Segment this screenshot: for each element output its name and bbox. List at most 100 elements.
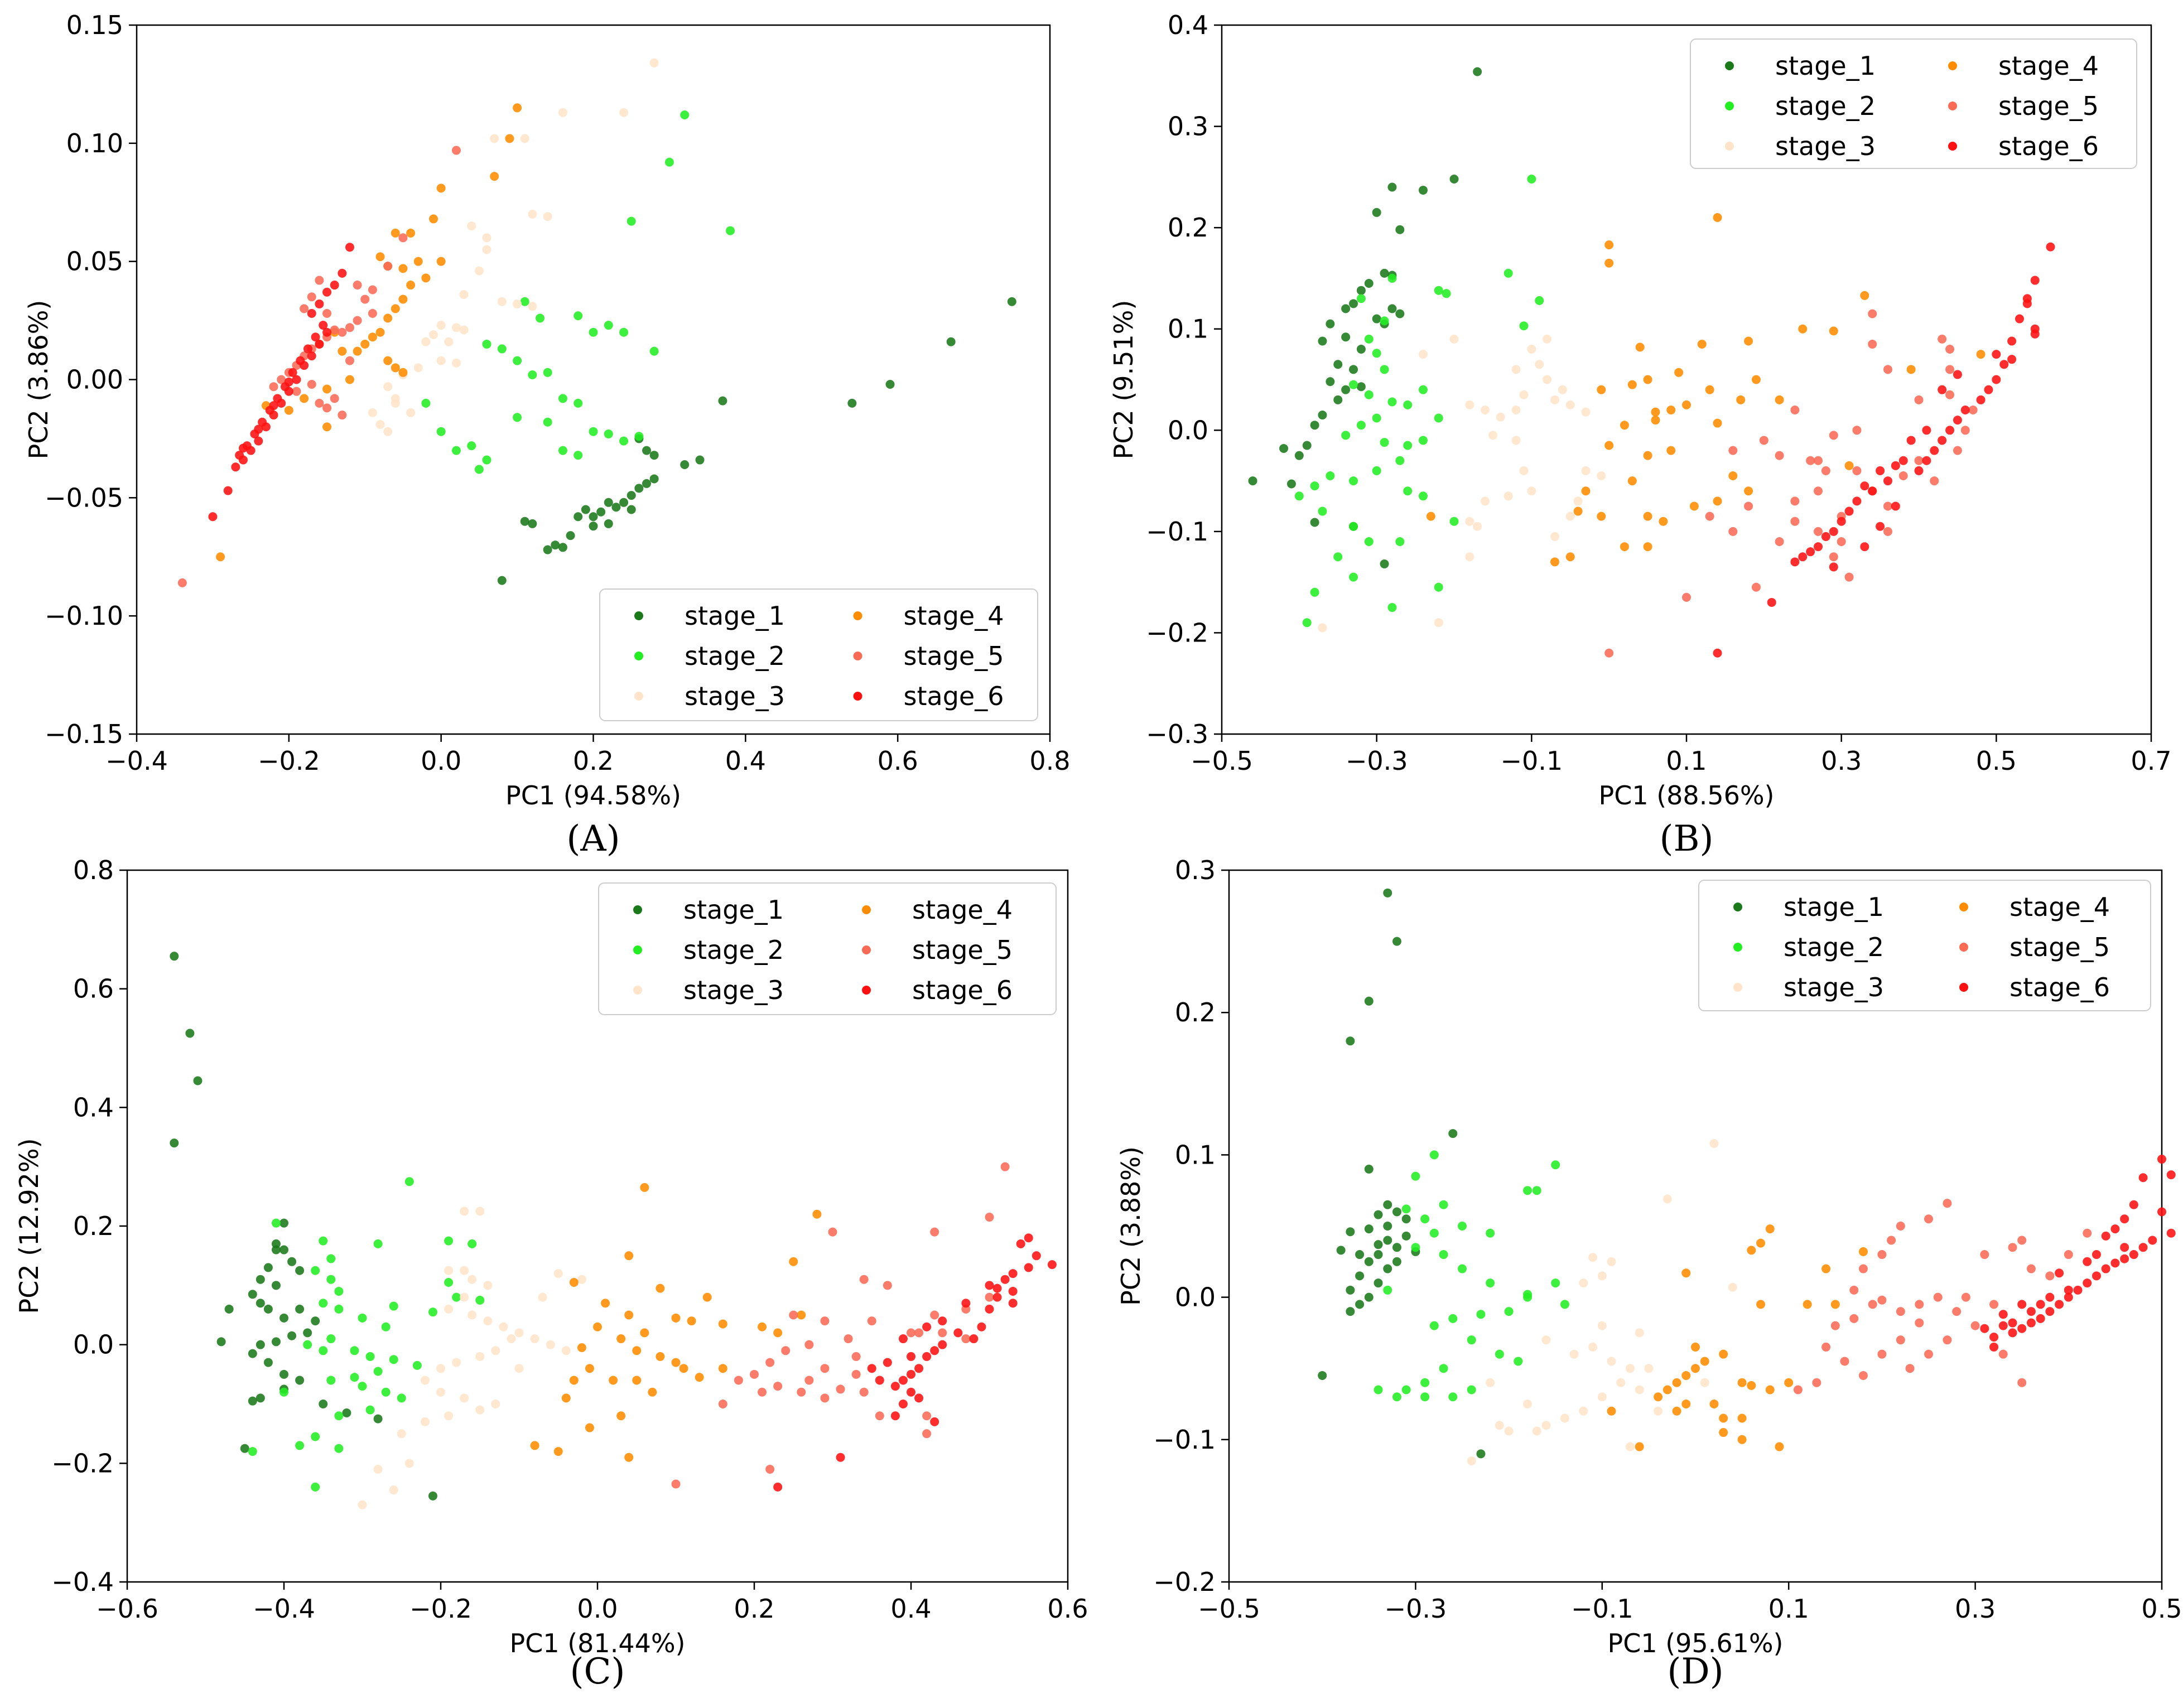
- data-point: [1558, 385, 1567, 394]
- data-point: [254, 436, 263, 446]
- data-point: [1868, 486, 1877, 496]
- data-point: [334, 1411, 344, 1421]
- data-point: [1898, 456, 1908, 465]
- data-point: [238, 443, 248, 453]
- data-point: [1793, 1385, 1803, 1395]
- data-point: [279, 1387, 288, 1397]
- data-point: [256, 1299, 265, 1308]
- x-axis-label: PC1 (81.44%): [509, 1628, 685, 1658]
- data-point: [1467, 1456, 1476, 1466]
- data-point: [1765, 1224, 1775, 1234]
- data-point: [1364, 1224, 1374, 1234]
- data-point: [593, 1322, 602, 1331]
- data-point: [898, 1400, 908, 1408]
- data-point: [1511, 436, 1521, 445]
- data-point: [436, 184, 446, 193]
- data-point: [1814, 456, 1823, 465]
- data-point: [2017, 1236, 2027, 1245]
- data-point: [467, 221, 476, 231]
- data-point: [2030, 329, 2040, 339]
- data-point: [1467, 1385, 1476, 1395]
- data-point: [389, 1301, 398, 1311]
- data-point: [1705, 512, 1714, 521]
- data-point: [528, 370, 537, 380]
- data-point: [1989, 1342, 1999, 1352]
- data-point: [1830, 1300, 1840, 1309]
- data-point: [1691, 1342, 1700, 1352]
- data-point: [319, 1236, 328, 1246]
- data-point: [520, 297, 529, 306]
- data-point: [589, 327, 598, 337]
- y-axis-label: PC2 (3.86%): [23, 300, 54, 460]
- data-point: [1930, 446, 1939, 455]
- data-point: [277, 375, 286, 384]
- data-point: [2073, 1285, 2083, 1295]
- legend-item-stage-2: stage_2: [633, 935, 784, 965]
- data-point: [543, 417, 552, 427]
- x-tick-label: 0.1: [1666, 746, 1707, 776]
- data-point: [1579, 1406, 1588, 1416]
- data-point: [1356, 421, 1366, 430]
- data-point: [1411, 1171, 1420, 1181]
- data-point: [1790, 557, 1800, 567]
- legend-label: stage_4: [912, 895, 1013, 925]
- data-point: [1403, 400, 1413, 409]
- data-point: [1814, 486, 1823, 496]
- data-point: [1336, 1246, 1346, 1255]
- data-point: [1713, 496, 1722, 506]
- legend-label: stage_3: [1784, 972, 1884, 1002]
- data-point: [338, 268, 347, 278]
- legend-item-stage-1: stage_1: [634, 601, 785, 631]
- data-point: [718, 1319, 727, 1329]
- data-point: [1852, 426, 1862, 435]
- data-point: [907, 1387, 915, 1397]
- data-point: [248, 1290, 257, 1299]
- data-point: [930, 1346, 939, 1355]
- data-point: [1380, 365, 1389, 374]
- data-point: [1992, 375, 2001, 384]
- data-point: [604, 321, 613, 330]
- data-point: [284, 406, 293, 415]
- data-point: [279, 1245, 288, 1255]
- data-point: [2045, 1307, 2055, 1316]
- data-point: [334, 1304, 344, 1314]
- series-stage-5: [1604, 309, 1978, 658]
- data-point: [1016, 1239, 1025, 1248]
- data-point: [1476, 1310, 1486, 1319]
- data-point: [624, 1251, 634, 1261]
- data-point: [1840, 1357, 1849, 1366]
- data-point: [452, 1358, 461, 1367]
- data-point: [491, 1346, 500, 1355]
- data-point: [1998, 1321, 2008, 1330]
- data-point: [520, 134, 529, 143]
- data-point: [1691, 1364, 1700, 1373]
- data-point: [581, 505, 590, 514]
- data-point: [1775, 395, 1784, 404]
- data-point: [642, 446, 651, 455]
- data-point: [1705, 385, 1714, 394]
- data-point: [859, 1275, 869, 1284]
- data-point: [1356, 382, 1366, 392]
- data-point: [1914, 456, 1924, 465]
- data-point: [1744, 486, 1753, 496]
- data-point: [271, 1218, 281, 1228]
- data-point: [2036, 1300, 2045, 1309]
- data-point: [353, 316, 362, 325]
- data-point: [404, 1459, 414, 1468]
- panel-label: (C): [570, 1651, 625, 1692]
- data-point: [1514, 1357, 1523, 1366]
- data-point: [2026, 1264, 2036, 1273]
- data-point: [421, 273, 431, 283]
- data-point: [311, 1432, 320, 1441]
- data-point: [1697, 339, 1707, 349]
- data-point: [1372, 208, 1381, 217]
- data-point: [1643, 375, 1652, 384]
- data-point: [398, 264, 408, 273]
- y-tick-label: −0.2: [51, 1448, 114, 1478]
- x-tick-label: 0.4: [725, 746, 766, 776]
- y-tick-label: 0.0: [73, 1330, 114, 1360]
- data-point: [1674, 368, 1684, 377]
- data-point: [536, 313, 545, 323]
- data-point: [1458, 1222, 1467, 1231]
- y-tick-label: −0.10: [45, 601, 123, 631]
